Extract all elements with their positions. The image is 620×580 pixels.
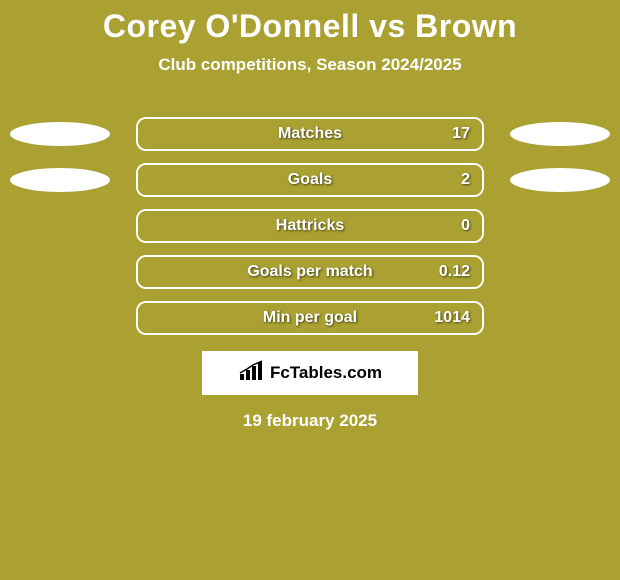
stats-area: Matches 17 Goals 2 Hattricks 0 Goals per match…: [0, 119, 620, 333]
left-oval: [10, 168, 110, 192]
stat-row: Goals 2: [0, 165, 620, 195]
logo-text: FcTables.com: [270, 363, 382, 383]
stat-bar: Goals per match 0.12: [138, 257, 482, 287]
stat-label: Min per goal: [263, 309, 357, 327]
stat-label: Goals per match: [247, 263, 372, 281]
stat-value: 1014: [434, 309, 470, 327]
stat-bar: Goals 2: [138, 165, 482, 195]
stat-bar: Min per goal 1014: [138, 303, 482, 333]
stat-row: Goals per match 0.12: [0, 257, 620, 287]
stat-value: 0.12: [439, 263, 470, 281]
comparison-card: Corey O'Donnell vs Brown Club competitio…: [0, 0, 620, 580]
left-oval: [10, 122, 110, 146]
date: 19 february 2025: [0, 411, 620, 431]
logo-box: FcTables.com: [202, 351, 418, 395]
stat-row: Hattricks 0: [0, 211, 620, 241]
stat-label: Matches: [278, 125, 342, 143]
stat-bar: Matches 17: [138, 119, 482, 149]
stat-label: Goals: [288, 171, 332, 189]
right-oval: [510, 168, 610, 192]
stat-value: 2: [461, 171, 470, 189]
page-title: Corey O'Donnell vs Brown: [0, 0, 620, 45]
stat-row: Min per goal 1014: [0, 303, 620, 333]
stat-value: 0: [461, 217, 470, 235]
stat-row: Matches 17: [0, 119, 620, 149]
right-oval: [510, 122, 610, 146]
logo-icon: [238, 360, 266, 387]
stat-bar: Hattricks 0: [138, 211, 482, 241]
stat-label: Hattricks: [276, 217, 344, 235]
subtitle: Club competitions, Season 2024/2025: [0, 55, 620, 75]
stat-value: 17: [452, 125, 470, 143]
